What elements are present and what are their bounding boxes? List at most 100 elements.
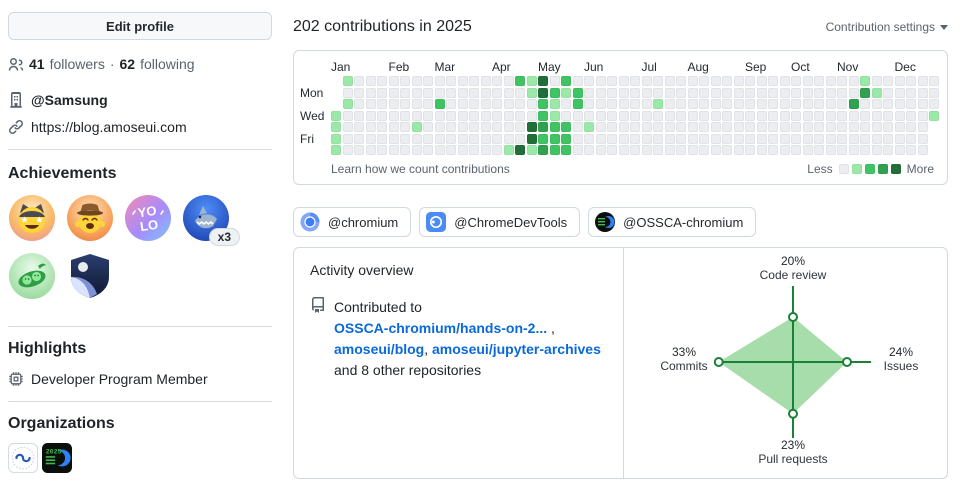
contribution-cell[interactable] [561,133,571,144]
contribution-cell[interactable] [630,76,640,86]
contribution-cell[interactable] [572,99,583,109]
contribution-cell[interactable] [917,99,928,109]
contribution-cell[interactable] [802,76,813,86]
contribution-cell[interactable] [434,87,445,98]
contribution-cell[interactable] [331,122,341,132]
contribution-cell[interactable] [883,110,893,121]
contribution-cell[interactable] [779,122,790,132]
contribution-cell[interactable] [860,99,870,109]
contribution-cell[interactable] [595,87,606,98]
contribution-cell[interactable] [618,145,629,155]
contribution-cell[interactable] [469,99,479,109]
contribution-cell[interactable] [745,122,755,132]
contribution-cell[interactable] [814,145,824,155]
contribution-cell[interactable] [423,87,433,98]
contribution-cell[interactable] [526,145,537,155]
contribution-cell[interactable] [664,110,675,121]
contribution-cell[interactable] [503,99,514,109]
contribution-cell[interactable] [492,76,502,86]
contribution-cell[interactable] [561,122,571,132]
contribution-cell[interactable] [825,145,836,155]
contribution-cell[interactable] [791,110,801,121]
contribution-cell[interactable] [515,87,525,98]
contribution-cell[interactable] [469,133,479,144]
org-avatar-wave[interactable] [8,443,38,473]
contribution-cell[interactable] [377,122,387,132]
contribution-cell[interactable] [791,76,801,86]
contribution-cell[interactable] [791,122,801,132]
contribution-cell[interactable] [768,76,778,86]
contribution-cell[interactable] [871,87,882,98]
contribution-cell[interactable] [446,110,456,121]
repo-link[interactable]: OSSCA-chromium/hands-on-2... [334,320,548,336]
contribution-cell[interactable] [871,133,882,144]
contribution-cell[interactable] [641,76,652,86]
contribution-cell[interactable] [653,99,663,109]
contribution-cell[interactable] [699,99,709,109]
contribution-cell[interactable] [365,99,376,109]
contribution-cell[interactable] [641,122,652,132]
contribution-cell[interactable] [584,133,594,144]
contribution-cell[interactable] [837,76,847,86]
contribution-cell[interactable] [526,122,537,132]
contribution-cell[interactable] [676,145,686,155]
contribution-cell[interactable] [480,99,491,109]
contribution-cell[interactable] [492,133,502,144]
contribution-cell[interactable] [549,122,560,132]
contribution-cell[interactable] [607,145,617,155]
contribution-cell[interactable] [595,133,606,144]
contribution-cell[interactable] [446,99,456,109]
contribution-cell[interactable] [342,110,353,121]
contribution-cell[interactable] [618,110,629,121]
contribution-cell[interactable] [860,87,870,98]
contribution-cell[interactable] [779,99,790,109]
contribution-cell[interactable] [883,76,893,86]
contribution-cell[interactable] [733,76,744,86]
contribution-cell[interactable] [917,133,928,144]
contribution-cell[interactable] [411,87,422,98]
contribution-cell[interactable] [434,145,445,155]
contribution-cell[interactable] [515,133,525,144]
contribution-cell[interactable] [526,76,537,86]
contribution-cell[interactable] [492,122,502,132]
contribution-cell[interactable] [676,133,686,144]
contribution-cell[interactable] [722,87,732,98]
contribution-cell[interactable] [515,122,525,132]
contribution-cell[interactable] [457,145,468,155]
contribution-cell[interactable] [837,87,847,98]
contribution-cell[interactable] [722,99,732,109]
contribution-cell[interactable] [423,133,433,144]
contribution-cell[interactable] [710,133,721,144]
contribution-cell[interactable] [377,133,387,144]
contribution-cell[interactable] [630,110,640,121]
contribution-cell[interactable] [802,110,813,121]
contribution-cell[interactable] [503,76,514,86]
contribution-cell[interactable] [526,133,537,144]
contribution-cell[interactable] [814,87,824,98]
contribution-cell[interactable] [756,87,767,98]
contribution-cell[interactable] [779,87,790,98]
contribution-cell[interactable] [687,76,698,86]
contribution-cell[interactable] [584,99,594,109]
contribution-cell[interactable] [894,87,905,98]
contribution-cell[interactable] [377,99,387,109]
contribution-cell[interactable] [837,99,847,109]
contribution-cell[interactable] [331,145,341,155]
contribution-cell[interactable] [503,87,514,98]
contribution-cell[interactable] [768,110,778,121]
contribution-cell[interactable] [446,145,456,155]
contribution-cell[interactable] [480,76,491,86]
contribution-cell[interactable] [469,122,479,132]
contribution-cell[interactable] [699,87,709,98]
contribution-cell[interactable] [871,110,882,121]
contribution-cell[interactable] [365,87,376,98]
contribution-cell[interactable] [722,145,732,155]
org-avatar-2025[interactable]: 2025 [42,443,72,473]
contribution-cell[interactable] [664,87,675,98]
contribution-cell[interactable] [825,122,836,132]
contribution-cell[interactable] [929,110,939,121]
contribution-cell[interactable] [630,87,640,98]
contribution-cell[interactable] [331,110,341,121]
contribution-cell[interactable] [515,76,525,86]
contribution-cell[interactable] [354,133,364,144]
